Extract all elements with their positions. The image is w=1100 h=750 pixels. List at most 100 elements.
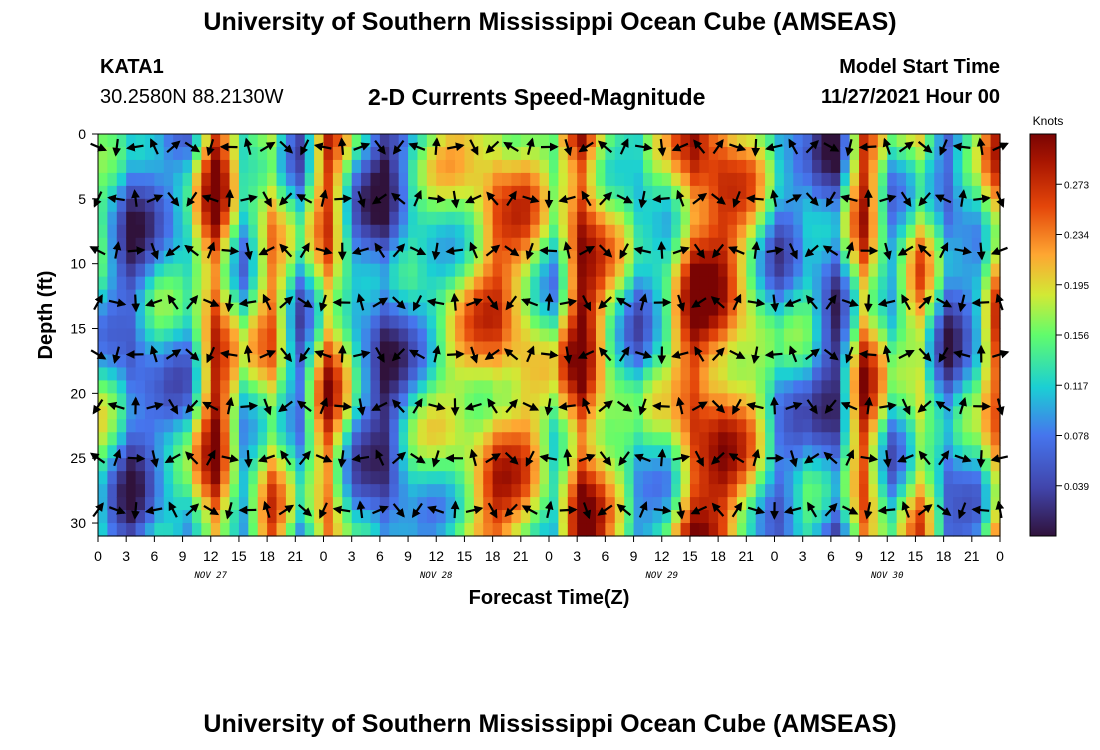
heatmap-cell: [267, 134, 278, 148]
heatmap-cell: [708, 237, 719, 252]
heatmap-cell: [436, 134, 447, 148]
heatmap-cell: [633, 250, 644, 265]
current-arrow: [766, 246, 785, 255]
heatmap-cell: [107, 250, 118, 265]
heatmap-cell: [408, 380, 419, 394]
heatmap-cell: [173, 159, 184, 174]
heatmap-cell: [671, 341, 682, 356]
heatmap-cell: [445, 198, 456, 213]
heatmap-cell: [549, 198, 559, 213]
heatmap-cell: [492, 211, 503, 226]
current-arrow: [259, 141, 276, 153]
heatmap-cell: [718, 263, 729, 278]
heatmap-cell: [257, 250, 268, 265]
heatmap-cell: [351, 134, 362, 148]
heatmap-cell: [238, 172, 249, 187]
heatmap-cell: [220, 250, 231, 265]
heatmap-cell: [342, 484, 353, 498]
heatmap-cell: [248, 367, 259, 381]
heatmap-cell: [699, 198, 710, 213]
heatmap-cell: [154, 484, 165, 498]
heatmap-cell: [633, 354, 644, 369]
heatmap-cell: [285, 445, 296, 459]
heatmap-cell: [276, 510, 287, 524]
current-arrow: [657, 240, 667, 259]
heatmap-cell: [934, 263, 945, 278]
heatmap-cell: [624, 302, 635, 317]
heatmap-cell: [718, 224, 729, 239]
heatmap-cell: [408, 237, 419, 252]
current-arrow: [315, 454, 333, 463]
heatmap-cell: [595, 393, 606, 407]
heatmap-cell: [483, 315, 494, 330]
heatmap-cell: [549, 159, 559, 174]
heatmap-cell: [746, 406, 757, 420]
heatmap-cell: [727, 146, 738, 161]
heatmap-cell: [483, 159, 494, 174]
heatmap-cell: [483, 523, 494, 537]
heatmap-cell: [859, 211, 870, 226]
heatmap-cell: [408, 250, 419, 265]
heatmap-cell: [549, 224, 559, 239]
heatmap-cell: [812, 328, 823, 343]
current-arrow: [299, 242, 310, 259]
current-arrow: [503, 348, 519, 361]
heatmap-cell: [567, 458, 578, 472]
heatmap-cell: [370, 224, 381, 239]
heatmap-cell: [417, 198, 428, 213]
heatmap-cell: [492, 523, 503, 537]
heatmap-cell: [793, 458, 804, 472]
heatmap-cell: [520, 146, 531, 161]
heatmap-cell: [990, 250, 1001, 265]
heatmap-cell: [295, 419, 306, 433]
heatmap-cell: [708, 302, 719, 317]
heatmap-cell: [464, 406, 475, 420]
heatmap-cell: [511, 250, 522, 265]
heatmap-cell: [530, 159, 541, 174]
heatmap-cell: [436, 484, 447, 498]
heatmap-cell: [793, 328, 804, 343]
heatmap-cell: [511, 315, 522, 330]
heatmap-cell: [708, 445, 719, 459]
heatmap-cell: [633, 302, 644, 317]
heatmap-cell: [342, 198, 353, 213]
heatmap-cell: [680, 432, 691, 446]
heatmap-cell: [144, 198, 155, 213]
heatmap-cell: [492, 146, 503, 161]
heatmap-cell: [971, 237, 982, 252]
current-arrow: [298, 450, 311, 466]
heatmap-cell: [520, 328, 531, 343]
heatmap-cell: [173, 224, 184, 239]
heatmap-cell: [398, 380, 409, 394]
heatmap-cell: [595, 263, 606, 278]
heatmap-cell: [971, 315, 982, 330]
heatmap-cell: [163, 367, 174, 381]
heatmap-cell: [896, 159, 907, 174]
heatmap-cell: [755, 237, 766, 252]
heatmap-cell: [511, 510, 522, 524]
heatmap-cell: [182, 224, 193, 239]
heatmap-cell: [201, 497, 212, 511]
heatmap-cell: [877, 523, 888, 537]
heatmap-cell: [915, 289, 926, 304]
heatmap-cell: [802, 302, 813, 317]
heatmap-cell: [802, 523, 813, 537]
heatmap-cell: [567, 315, 578, 330]
heatmap-cell: [859, 224, 870, 239]
heatmap-cell: [285, 367, 296, 381]
current-arrow: [487, 502, 498, 519]
current-arrow: [676, 502, 686, 520]
heatmap-cell: [332, 471, 343, 485]
heatmap-cell: [595, 211, 606, 226]
heatmap-cell: [849, 302, 860, 317]
heatmap-cell: [840, 471, 851, 485]
heatmap-cell: [332, 289, 343, 304]
heatmap-cell: [483, 510, 494, 524]
heatmap-cell: [436, 159, 447, 174]
heatmap-cell: [389, 237, 400, 252]
heatmap-cell: [661, 458, 672, 472]
heatmap-cell: [370, 289, 381, 304]
heatmap-cell: [267, 445, 278, 459]
heatmap-cell: [182, 172, 193, 187]
heatmap-cell: [445, 237, 456, 252]
